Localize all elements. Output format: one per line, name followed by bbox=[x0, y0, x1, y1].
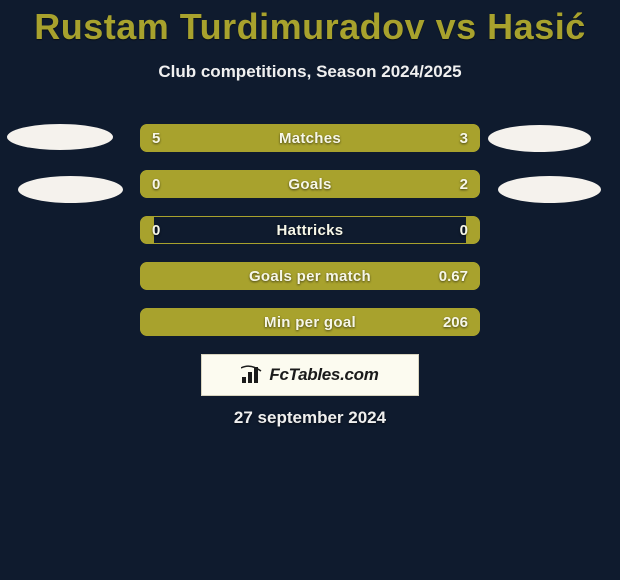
comparison-infographic: Rustam Turdimuradov vs Hasić Club compet… bbox=[0, 0, 620, 580]
row-label: Min per goal bbox=[140, 308, 480, 336]
row-label: Goals bbox=[140, 170, 480, 198]
value-right: 206 bbox=[443, 308, 468, 336]
value-right: 3 bbox=[460, 124, 468, 152]
value-left: 0 bbox=[152, 216, 160, 244]
badge-text: FcTables.com bbox=[269, 365, 378, 385]
stat-row: Matches5 3 bbox=[140, 124, 480, 152]
avatar-right-1 bbox=[488, 125, 591, 152]
avatar-left-1 bbox=[7, 124, 113, 150]
page-subtitle: Club competitions, Season 2024/2025 bbox=[0, 62, 620, 82]
fctables-badge[interactable]: FcTables.com bbox=[201, 354, 419, 396]
value-right: 0.67 bbox=[439, 262, 468, 290]
bar-chart-icon bbox=[241, 365, 263, 385]
value-left: 5 bbox=[152, 124, 160, 152]
avatar-left-2 bbox=[18, 176, 123, 203]
page-title: Rustam Turdimuradov vs Hasić bbox=[0, 6, 620, 48]
row-label: Hattricks bbox=[140, 216, 480, 244]
value-left: 0 bbox=[152, 170, 160, 198]
value-right: 2 bbox=[460, 170, 468, 198]
stat-row: Goals per match0.67 bbox=[140, 262, 480, 290]
stat-row: Goals0 2 bbox=[140, 170, 480, 198]
row-label: Goals per match bbox=[140, 262, 480, 290]
date-text: 27 september 2024 bbox=[0, 408, 620, 428]
comparison-rows: Matches53Goals02Hattricks00Goals per mat… bbox=[140, 124, 480, 336]
value-right: 0 bbox=[460, 216, 468, 244]
avatar-right-2 bbox=[498, 176, 601, 203]
stat-row: Hattricks0 0 bbox=[140, 216, 480, 244]
row-label: Matches bbox=[140, 124, 480, 152]
stat-row: Min per goal206 bbox=[140, 308, 480, 336]
